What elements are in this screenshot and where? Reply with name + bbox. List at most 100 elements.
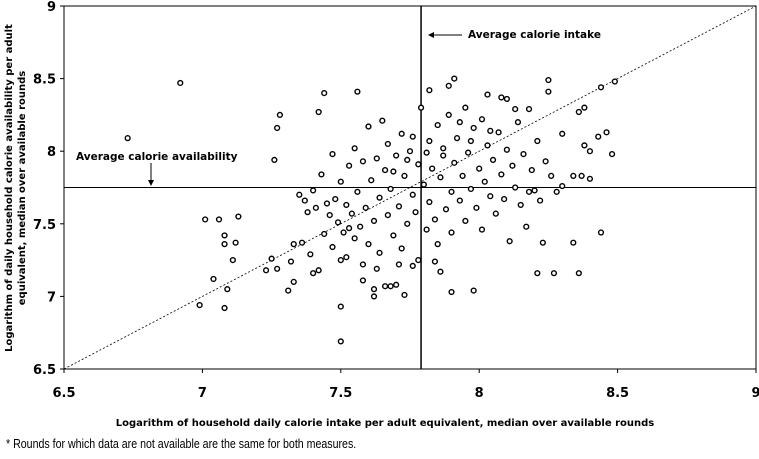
scatter-point	[448, 229, 455, 236]
scatter-point	[124, 135, 131, 142]
scatter-point	[506, 238, 513, 245]
scatter-point	[348, 210, 355, 217]
scatter-point	[323, 200, 331, 207]
scatter-point	[393, 152, 400, 159]
scatter-point	[525, 188, 533, 195]
scatter-point	[337, 178, 344, 185]
scatter-point	[467, 137, 474, 145]
scatter-point	[578, 172, 585, 179]
scatter-point	[611, 78, 618, 85]
scatter-point	[473, 204, 480, 211]
scatter-points	[124, 75, 618, 345]
scatter-point	[415, 257, 422, 264]
scatter-point	[462, 217, 469, 224]
scatter-point	[465, 149, 472, 156]
scatter-point	[415, 161, 422, 168]
scatter-point	[365, 241, 372, 248]
footnote-text: * Rounds for which data are not availabl…	[6, 437, 357, 451]
scatter-point	[274, 265, 281, 272]
scatter-point	[298, 239, 306, 246]
y-tick-label: 7.5	[33, 218, 56, 233]
scatter-point	[409, 133, 416, 140]
scatter-point	[512, 105, 519, 113]
scatter-point	[429, 165, 436, 172]
scatter-point	[470, 124, 477, 132]
scatter-point	[517, 201, 524, 209]
scatter-point	[329, 151, 336, 158]
scatter-point	[337, 303, 344, 310]
scatter-point	[481, 178, 488, 185]
scatter-point	[503, 95, 510, 103]
scatter-point	[337, 257, 344, 264]
scatter-point	[417, 104, 425, 111]
x-axis-ticks: 6.5 7 7.5 8 8.5 9	[52, 369, 759, 401]
scatter-point	[495, 129, 502, 136]
scatter-point	[489, 156, 497, 164]
scatter-point	[343, 254, 350, 261]
scatter-point	[440, 145, 447, 152]
footnote: * Rounds for which data are not availabl…	[6, 437, 356, 451]
scatter-point	[437, 268, 444, 275]
y-axis-label-line-1: Logarithm of daily household calorie ava…	[4, 24, 15, 352]
scatter-point	[445, 111, 452, 119]
scatter-point	[215, 216, 223, 223]
scatter-point	[440, 152, 447, 159]
scatter-point	[229, 257, 236, 264]
scatter-point	[545, 88, 552, 95]
scatter-point	[381, 283, 389, 290]
scatter-point	[390, 168, 397, 175]
scatter-point	[262, 267, 270, 274]
scatter-point	[523, 223, 530, 230]
scatter-point	[395, 203, 403, 210]
arrow-intake-head	[428, 32, 434, 38]
scatter-point	[301, 197, 308, 204]
scatter-point	[368, 177, 375, 184]
scatter-point	[221, 304, 228, 312]
scatter-point	[210, 275, 217, 283]
scatter-point	[373, 265, 380, 272]
scatter-point	[498, 171, 505, 178]
scatter-point	[310, 187, 317, 194]
scatter-point	[312, 204, 319, 211]
scatter-point	[351, 145, 358, 152]
scatter-point	[357, 223, 364, 230]
scatter-point	[346, 162, 353, 169]
y-tick-label: 8.5	[33, 73, 56, 88]
x-tick-label: 6.5	[52, 386, 75, 401]
scatter-point	[268, 255, 275, 262]
scatter-point	[575, 270, 582, 277]
scatter-point	[406, 148, 414, 155]
scatter-point	[534, 270, 541, 277]
scatter-point	[456, 119, 463, 126]
scatter-point	[404, 220, 411, 227]
scatter-point	[232, 239, 239, 246]
scatter-point	[575, 108, 582, 116]
scatter-point	[379, 117, 386, 124]
scatter-point	[329, 243, 336, 251]
scatter-point	[409, 191, 416, 198]
scatter-point	[492, 210, 499, 217]
x-tick-label: 8	[475, 386, 484, 401]
y-axis-ticks: 6.5 7 7.5 8 8.5 9	[33, 0, 64, 378]
scatter-point	[202, 216, 209, 223]
scatter-point	[597, 84, 605, 91]
scatter-point	[373, 155, 380, 162]
scatter-point	[548, 172, 555, 179]
scatter-point	[545, 76, 552, 84]
scatter-point	[503, 146, 510, 153]
scatter-point	[359, 261, 367, 268]
scatter-point	[453, 135, 461, 142]
y-tick-label: 7	[47, 290, 56, 305]
scatter-point	[498, 94, 505, 101]
scatter-point	[420, 181, 427, 188]
scatter-point	[426, 198, 433, 206]
scatter-point	[550, 270, 558, 277]
scatter-point	[359, 158, 367, 165]
scatter-point	[398, 130, 405, 137]
scatter-point	[221, 241, 228, 248]
scatter-point	[512, 184, 519, 191]
scatter-point	[381, 166, 389, 174]
scatter-point	[376, 249, 383, 256]
scatter-point	[525, 105, 533, 113]
